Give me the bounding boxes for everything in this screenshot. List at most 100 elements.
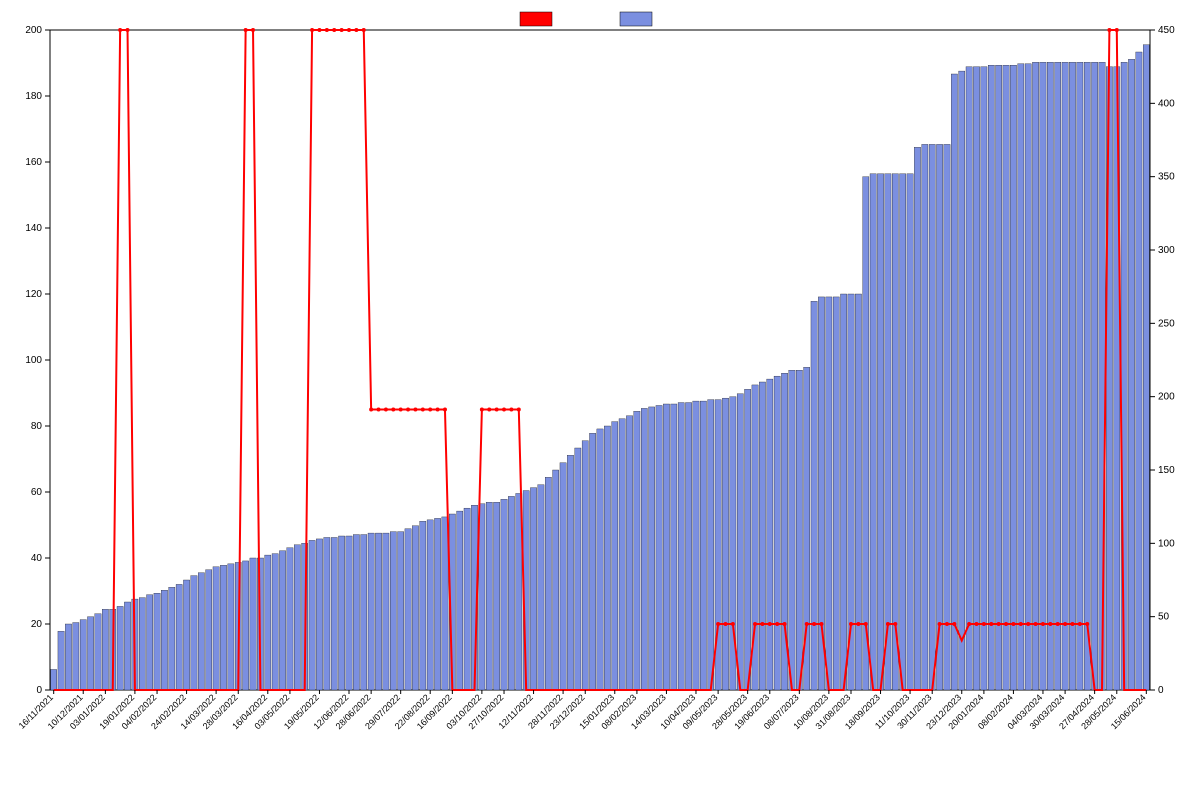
bar [959, 71, 965, 690]
bar [907, 174, 913, 690]
bar [1099, 62, 1105, 690]
bar [796, 370, 802, 690]
line-marker [997, 622, 1001, 626]
bar [464, 508, 470, 690]
right-axis-tick: 150 [1158, 465, 1175, 476]
bar [737, 394, 743, 690]
line-marker [753, 622, 757, 626]
bar [545, 477, 551, 690]
bar [383, 533, 389, 690]
left-axis-tick: 140 [25, 223, 42, 234]
line-marker [347, 28, 351, 32]
bar [1055, 62, 1061, 690]
line-marker [1034, 622, 1038, 626]
bar [405, 529, 411, 690]
line-marker [760, 622, 764, 626]
bar [346, 536, 352, 690]
bar [951, 74, 957, 690]
line-marker [731, 622, 735, 626]
line-marker [864, 622, 868, 626]
line-marker [967, 622, 971, 626]
right-axis-tick: 250 [1158, 318, 1175, 329]
line-marker [1019, 622, 1023, 626]
bar [996, 65, 1002, 690]
bar [560, 463, 566, 690]
bar [678, 403, 684, 690]
bar [353, 535, 359, 690]
bar [1121, 62, 1127, 690]
bar [597, 429, 603, 690]
bar [722, 398, 728, 690]
left-axis-tick: 60 [31, 487, 43, 498]
bar [900, 174, 906, 690]
bar [1136, 52, 1142, 690]
bar [324, 537, 330, 690]
line-marker [443, 408, 447, 412]
line-marker [495, 408, 499, 412]
bar [73, 623, 79, 690]
bar [508, 496, 514, 690]
legend-swatch [620, 12, 652, 26]
line-marker [945, 622, 949, 626]
bar [220, 565, 226, 690]
bar [1032, 62, 1038, 690]
bar [1091, 62, 1097, 690]
bar [398, 532, 404, 690]
bar [922, 144, 928, 690]
line-marker [428, 408, 432, 412]
bar [914, 147, 920, 690]
bar [457, 511, 463, 690]
bar [213, 567, 219, 690]
bar [412, 526, 418, 690]
line-marker [952, 622, 956, 626]
left-axis-tick: 40 [31, 553, 43, 564]
bar [501, 499, 507, 690]
bar [169, 587, 175, 690]
left-axis-tick: 200 [25, 25, 42, 36]
bar [693, 401, 699, 690]
bar [80, 620, 86, 690]
line-marker [509, 408, 513, 412]
line-marker [517, 408, 521, 412]
left-axis-tick: 20 [31, 619, 43, 630]
bar [604, 426, 610, 690]
line-marker [783, 622, 787, 626]
bar [530, 488, 536, 690]
line-marker [1063, 622, 1067, 626]
bar [1084, 62, 1090, 690]
line-marker [340, 28, 344, 32]
bar [279, 551, 285, 690]
bar [147, 595, 153, 690]
line-marker [251, 28, 255, 32]
bar [191, 576, 197, 690]
bar [759, 382, 765, 690]
line-marker [1115, 28, 1119, 32]
bar [538, 485, 544, 690]
line-marker [893, 622, 897, 626]
bar [206, 570, 212, 690]
bar [892, 174, 898, 690]
line-marker [1011, 622, 1015, 626]
line-marker [1056, 622, 1060, 626]
bar [885, 174, 891, 690]
bar [1062, 62, 1068, 690]
bar [981, 67, 987, 690]
bar [877, 174, 883, 690]
right-axis-tick: 0 [1158, 685, 1164, 696]
bar [1040, 62, 1046, 690]
left-axis-tick: 120 [25, 289, 42, 300]
line-marker [805, 622, 809, 626]
bar [649, 407, 655, 690]
bar [553, 470, 559, 690]
bar [375, 533, 381, 690]
line-marker [354, 28, 358, 32]
bar [708, 400, 714, 690]
bar [65, 624, 71, 690]
line-marker [768, 622, 772, 626]
left-axis-tick: 100 [25, 355, 42, 366]
bar [272, 554, 278, 690]
bar [316, 539, 322, 690]
bar [988, 65, 994, 690]
bar [250, 558, 256, 690]
bar [863, 177, 869, 690]
